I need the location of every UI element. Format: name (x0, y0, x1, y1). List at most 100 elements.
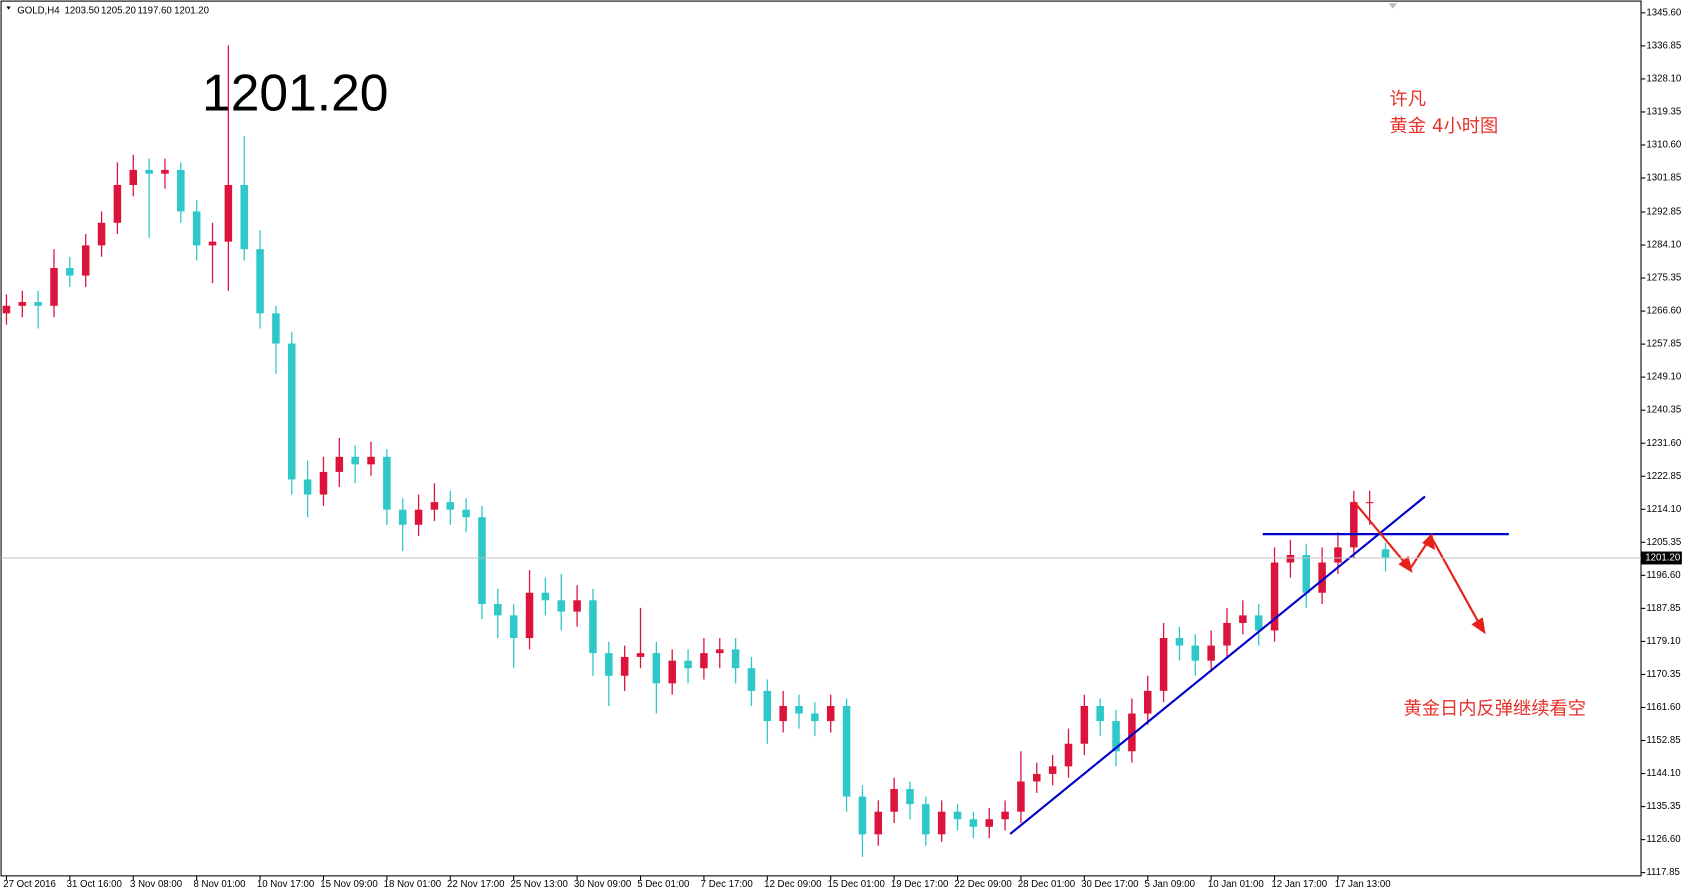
x-tick-label: 17 Jan 13:00 (1335, 879, 1391, 890)
x-tick-label: 30 Dec 17:00 (1081, 879, 1138, 890)
candle-body (256, 249, 264, 314)
candle-body (937, 811, 946, 835)
candle-body (192, 211, 201, 246)
candle-body (97, 222, 106, 246)
candle-body (129, 169, 138, 186)
candle-body (208, 241, 217, 246)
candle-body (303, 479, 312, 495)
candle-body (1048, 766, 1057, 774)
y-tick-label: 1117.85 (1646, 867, 1679, 878)
candle-body (1143, 690, 1152, 714)
candle-body (922, 804, 930, 835)
candle-body (81, 245, 90, 276)
candle-body (589, 600, 597, 654)
y-tick-label: 1222.85 (1646, 471, 1681, 482)
y-tick-label: 1240.35 (1646, 405, 1681, 416)
x-tick-label: 27 Oct 2016 (3, 879, 56, 890)
candle-body (700, 653, 708, 669)
candle-body (494, 604, 502, 616)
y-tick-label: 1135.35 (1646, 801, 1680, 812)
x-tick-label: 12 Dec 09:00 (764, 879, 821, 890)
shift-marker[interactable] (1388, 3, 1398, 9)
y-tick-label: 1196.60 (1646, 570, 1680, 581)
candle-body (747, 668, 756, 691)
arrow-line (1430, 536, 1482, 628)
candle-body (50, 268, 58, 306)
candle-body (636, 653, 645, 657)
candle-body (1175, 638, 1184, 646)
y-tick-label: 1336.85 (1646, 40, 1681, 51)
candle-body (953, 811, 962, 820)
candle-body (383, 456, 391, 510)
candle-body (525, 592, 534, 639)
candle-body (145, 169, 153, 174)
candle-body (113, 185, 122, 223)
subtitle-note: 黄金 4小时图 (1390, 116, 1499, 137)
candle-body (398, 509, 407, 525)
candle-body (557, 600, 566, 612)
candle-body (1064, 743, 1073, 767)
comment-note: 黄金日内反弹继续看空 (1404, 698, 1586, 719)
x-tick-label: 28 Dec 01:00 (1018, 879, 1075, 890)
x-tick-label: 18 Nov 01:00 (384, 879, 441, 890)
y-tick-label: 1231.60 (1646, 438, 1681, 449)
candle-body (684, 660, 692, 669)
candle-body (811, 713, 819, 722)
candle-body (462, 509, 470, 518)
candle-body (573, 600, 581, 612)
candle-body (874, 811, 883, 835)
candle-body (1017, 781, 1025, 812)
y-tick-label: 1266.60 (1646, 306, 1681, 317)
candle-body (240, 185, 248, 250)
candle-body (177, 169, 185, 212)
candle-body (1318, 562, 1326, 593)
y-tick-label: 1301.85 (1646, 173, 1681, 184)
candle-body (446, 502, 455, 510)
candle-body (1350, 502, 1358, 548)
candle-body (2, 305, 11, 314)
x-tick-label: 22 Dec 09:00 (954, 879, 1011, 890)
candle-body (66, 268, 74, 276)
symbol-label: GOLD,H4 (17, 5, 60, 16)
candle-body (272, 313, 280, 344)
candle-body (906, 789, 914, 805)
x-tick-label: 3 Nov 08:00 (130, 879, 182, 890)
arrow-head (1471, 617, 1486, 635)
candle-body (1128, 713, 1136, 752)
x-tick-label: 10 Jan 01:00 (1208, 879, 1264, 890)
candle-body (1080, 705, 1089, 744)
trend-line[interactable] (1009, 495, 1426, 835)
y-tick-label: 1126.60 (1646, 834, 1680, 845)
x-tick-label: 19 Dec 17:00 (891, 879, 948, 890)
x-tick-label: 5 Jan 09:00 (1145, 879, 1195, 890)
header-low: 1197.60 (138, 5, 172, 16)
candle-body (969, 819, 978, 827)
candle-body (763, 690, 772, 722)
x-tick-label: 22 Nov 17:00 (447, 879, 504, 890)
y-tick-label: 1214.10 (1646, 504, 1681, 515)
candle-body (478, 517, 486, 605)
candle-body (668, 660, 676, 684)
y-tick-label: 1161.60 (1646, 702, 1680, 713)
y-tick-label: 1310.60 (1646, 140, 1681, 151)
candle-body (1254, 615, 1263, 631)
candle-body (1286, 554, 1295, 563)
candle-body (605, 653, 613, 676)
last-price-box (1641, 551, 1682, 565)
candle-body (731, 649, 740, 669)
menu-arrow[interactable] (6, 6, 11, 10)
header-close: 1201.20 (174, 5, 209, 16)
x-tick-label: 12 Jan 17:00 (1271, 879, 1327, 890)
x-tick-label: 31 Oct 16:00 (67, 879, 122, 890)
y-tick-label: 1345.60 (1646, 7, 1681, 18)
candle-body (779, 705, 787, 722)
last-price-label: 1201.20 (1645, 553, 1680, 564)
candle-body (18, 302, 27, 306)
candle-body (620, 656, 629, 676)
candle-body (1334, 547, 1342, 563)
y-tick-label: 1249.10 (1646, 372, 1681, 383)
plot-frame (0, 0, 1642, 877)
x-tick-label: 8 Nov 01:00 (193, 879, 245, 890)
candle-body (985, 819, 993, 827)
